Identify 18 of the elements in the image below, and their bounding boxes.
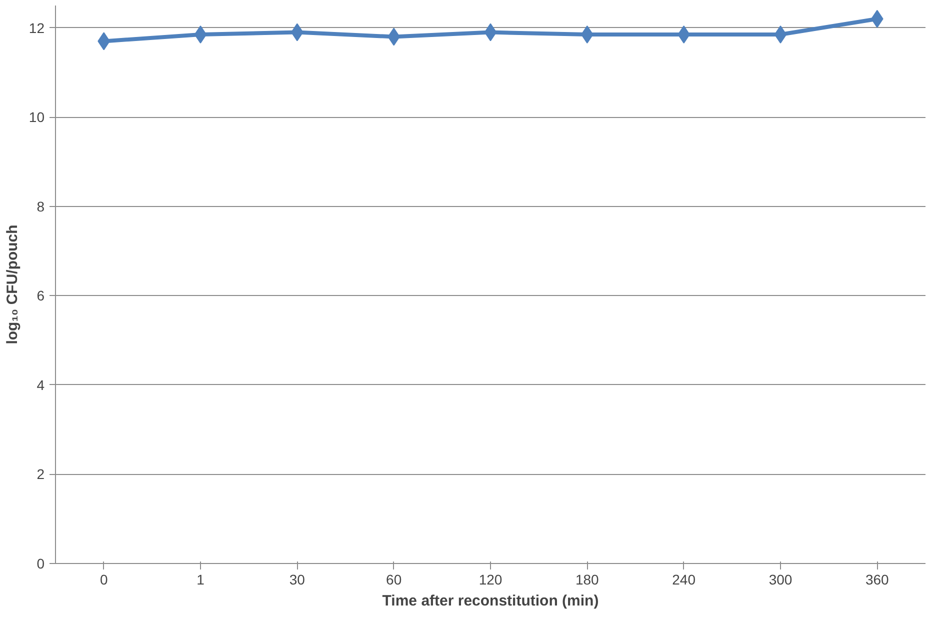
x-tick-label: 300 <box>768 572 792 588</box>
y-tick-label: 12 <box>28 20 45 36</box>
x-tick-label: 1 <box>196 572 205 588</box>
x-tick-label: 360 <box>865 572 890 588</box>
y-tick-label: 0 <box>36 556 45 572</box>
y-tick-label: 2 <box>36 466 45 482</box>
x-tick-label: 0 <box>100 572 108 588</box>
y-tick-label: 4 <box>36 376 45 393</box>
x-tick-label: 120 <box>478 572 502 588</box>
y-axis-title: log₁₀ CFU/pouch <box>4 224 21 344</box>
y-tick-label: 6 <box>36 288 45 304</box>
x-tick-label: 30 <box>289 572 306 588</box>
y-tick-label: 8 <box>36 198 45 214</box>
x-tick-label: 240 <box>672 572 696 588</box>
y-tick-label: 10 <box>28 109 45 126</box>
x-tick-label: 60 <box>386 572 402 588</box>
x-tick-label: 180 <box>575 572 600 588</box>
x-axis-title: Time after reconstitution (min) <box>382 592 599 610</box>
